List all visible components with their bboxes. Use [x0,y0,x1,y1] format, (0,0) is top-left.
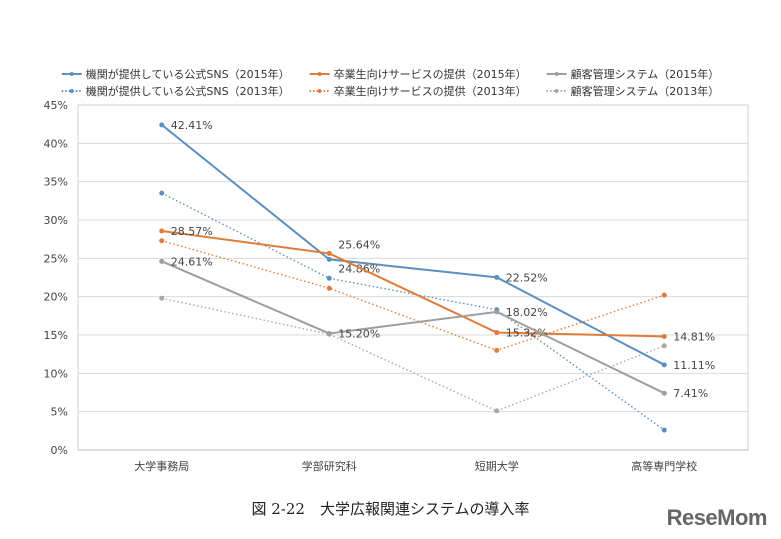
data-point [326,250,332,256]
series-line [161,260,665,395]
data-label: 11.11% [673,359,715,372]
legend-marker-icon [554,89,559,93]
series-line [161,124,665,366]
legend-label: 卒業生向けサービスの提供（2013年） [334,84,527,98]
legend-marker-icon [69,72,74,76]
x-tick-label: 大学事務局 [134,459,189,473]
data-point [494,274,500,280]
legend-marker-icon [554,72,559,76]
series-line [161,229,665,338]
legend-label: 機関が提供している公式SNS（2013年） [86,84,290,98]
data-label: 7.41% [673,387,708,400]
data-point [661,292,667,298]
legend-label: 顧客管理システム（2013年） [571,84,720,98]
x-tick-label: 学部研究科 [302,459,357,473]
data-label: 24.61% [171,255,213,268]
y-tick-label: 45% [44,99,68,112]
data-point [661,427,667,433]
data-point [661,390,667,396]
figure-caption: 図 2-22 大学広報関連システムの導入率 [251,500,530,518]
data-point [494,347,500,353]
data-label: 15.32% [506,327,548,340]
data-label: 15.20% [338,327,380,340]
data-point [661,343,667,349]
data-point [494,330,500,336]
data-point [494,408,500,414]
data-point [661,333,667,339]
x-tick-label: 高等専門学校 [631,459,697,473]
data-point [661,362,667,368]
data-point [159,258,165,264]
legend-item: 機関が提供している公式SNS（2013年） [61,84,290,98]
legend-marker-icon [317,89,322,93]
data-point [159,190,165,196]
y-tick-label: 5% [51,406,68,419]
legend-item: 卒業生向けサービスの提供（2015年） [309,67,527,81]
data-point [159,295,165,301]
y-tick-label: 20% [44,291,68,304]
line-chart: 0% 5% 10% 15% 20% 25% 30% 35% 40% 45% 大学事務局 学部研究科 短期… [44,67,749,473]
data-label: 28.57% [171,225,213,238]
legend-label: 機関が提供している公式SNS（2015年） [86,67,290,81]
data-point [159,122,165,128]
data-label: 18.02% [506,306,548,319]
legend-item: 顧客管理システム（2015年） [546,67,720,81]
legend-marker-icon [69,89,74,93]
y-tick-label: 0% [51,444,68,457]
data-label: 22.52% [506,271,548,284]
data-point [326,256,332,262]
legend-item: 機関が提供している公式SNS（2015年） [61,67,290,81]
legend-marker-icon [317,72,322,76]
data-point [326,285,332,291]
series-line [161,297,665,412]
y-tick-label: 15% [44,329,68,342]
resemom-logo: ReseMom [666,505,768,530]
y-tick-label: 30% [44,214,68,227]
series-line [161,240,665,352]
plot-area [77,104,749,451]
y-tick-label: 25% [44,252,68,265]
data-label: 14.81% [673,330,715,343]
data-label: 42.41% [171,119,213,132]
y-tick-label: 35% [44,176,68,189]
data-point [159,238,165,244]
data-point [159,228,165,234]
y-tick-label: 40% [44,137,68,150]
legend-label: 顧客管理システム（2015年） [571,67,720,81]
data-label: 25.64% [338,238,380,251]
legend-item: 顧客管理システム（2013年） [546,84,720,98]
data-point [326,330,332,336]
legend-item: 卒業生向けサービスの提供（2013年） [309,84,527,98]
y-tick-label: 10% [44,367,68,380]
data-point [326,275,332,281]
legend-label: 卒業生向けサービスの提供（2015年） [334,67,527,81]
data-point [494,309,500,315]
series-line [161,192,665,431]
x-tick-label: 短期大学 [475,459,519,473]
